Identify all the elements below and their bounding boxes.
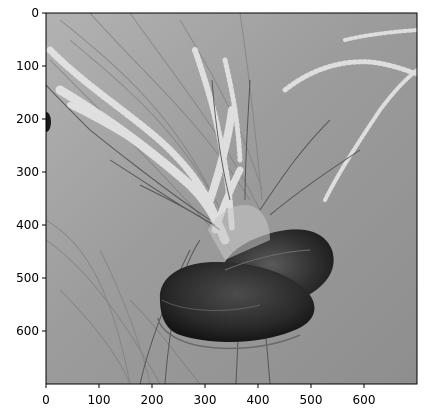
x-tick-label-0: 0 — [42, 393, 50, 407]
y-tick-label-200: 200 — [16, 112, 39, 126]
x-axis: 0 100 200 300 400 500 600 — [42, 384, 375, 407]
x-tick-label-200: 200 — [141, 393, 164, 407]
x-tick-label-100: 100 — [88, 393, 111, 407]
x-tick-label-400: 400 — [247, 393, 270, 407]
y-tick-label-100: 100 — [16, 59, 39, 73]
y-tick-label-600: 600 — [16, 324, 39, 338]
y-tick-label-0: 0 — [31, 6, 39, 20]
y-tick-label-300: 300 — [16, 165, 39, 179]
y-axis: 0 100 200 300 400 500 600 — [16, 6, 46, 338]
x-tick-label-300: 300 — [194, 393, 217, 407]
jellyfish-photo — [46, 13, 417, 384]
axes-frame — [45, 12, 418, 385]
y-tick-label-400: 400 — [16, 218, 39, 232]
x-tick-label-500: 500 — [300, 393, 323, 407]
y-tick-label-500: 500 — [16, 271, 39, 285]
x-tick-label-600: 600 — [353, 393, 376, 407]
